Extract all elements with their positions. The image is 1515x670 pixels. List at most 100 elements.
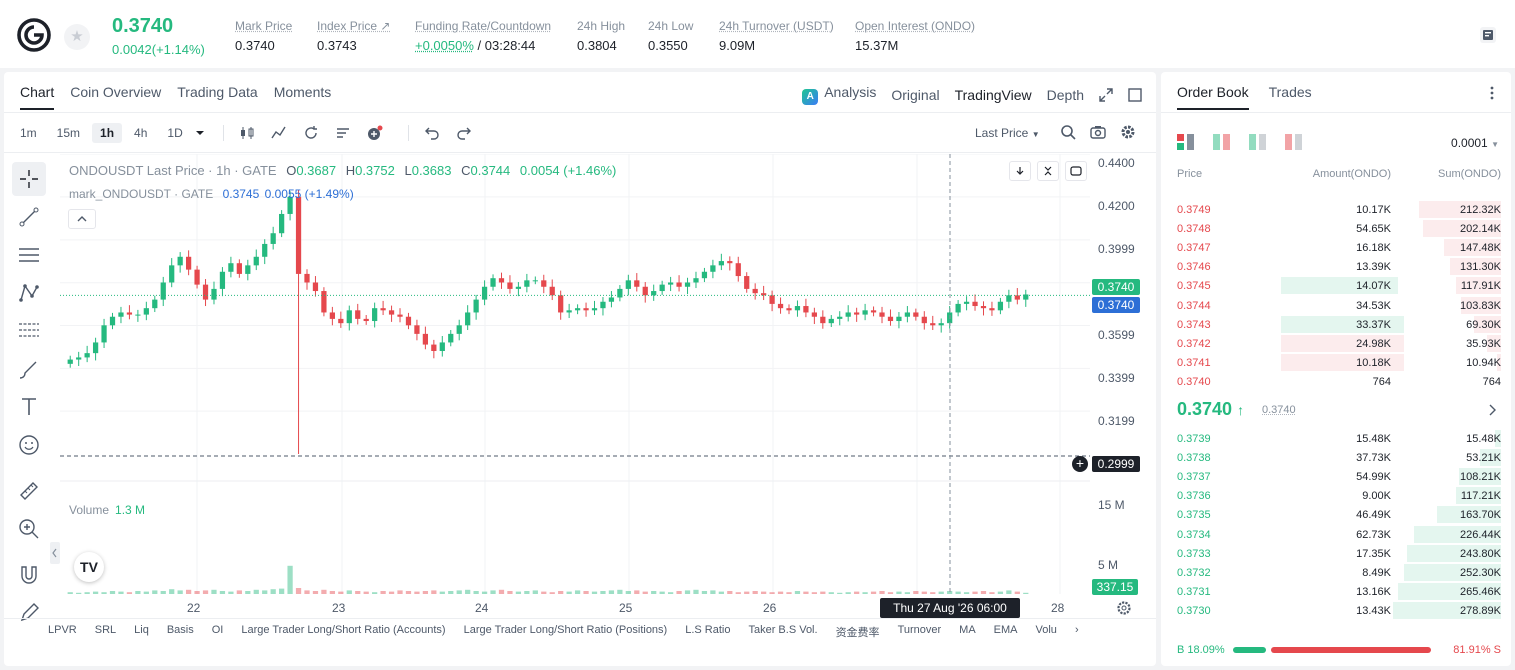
indicators-icon[interactable] bbox=[268, 122, 290, 144]
indicator-ma[interactable]: MA bbox=[959, 624, 976, 636]
tab-order-book[interactable]: Order Book bbox=[1177, 84, 1249, 110]
search-icon[interactable] bbox=[1060, 124, 1076, 140]
chevron-right-icon[interactable] bbox=[1488, 404, 1496, 416]
indicator-lpvr[interactable]: LPVR bbox=[48, 624, 77, 636]
timeframe-1m[interactable]: 1m bbox=[20, 126, 37, 140]
bid-row[interactable]: 0.3731 13.16K 265.46K bbox=[1161, 582, 1511, 601]
emoji-tool-icon[interactable] bbox=[12, 428, 46, 462]
ask-row[interactable]: 0.3742 24.98K 35.93K bbox=[1161, 334, 1511, 353]
layout-split-icon[interactable] bbox=[1213, 134, 1231, 150]
contract-info-icon[interactable] bbox=[1478, 25, 1498, 45]
precision-select[interactable]: 0.0001 ▼ bbox=[1451, 136, 1499, 150]
ruler-tool-icon[interactable] bbox=[12, 474, 46, 508]
ask-row[interactable]: 0.3744 34.53K 103.83K bbox=[1161, 296, 1511, 315]
row-price: 0.3732 bbox=[1177, 566, 1211, 579]
ask-row[interactable]: 0.3743 33.37K 69.30K bbox=[1161, 315, 1511, 334]
ask-row[interactable]: 0.3748 54.65K 202.14K bbox=[1161, 219, 1511, 238]
magnet-tool-icon[interactable] bbox=[12, 558, 46, 592]
view-depth[interactable]: Depth bbox=[1046, 86, 1084, 103]
tab-trades[interactable]: Trades bbox=[1268, 84, 1312, 100]
timeframe-15m[interactable]: 15m bbox=[56, 126, 81, 140]
collapse-legend-button[interactable] bbox=[68, 209, 96, 229]
redo-icon[interactable] bbox=[453, 122, 475, 144]
horizontal-lines-tool-icon[interactable] bbox=[12, 238, 46, 272]
bid-row[interactable]: 0.3736 9.00K 117.21K bbox=[1161, 486, 1511, 505]
bid-row[interactable]: 0.3738 37.73K 53.21K bbox=[1161, 448, 1511, 467]
undo-icon[interactable] bbox=[421, 122, 443, 144]
favorite-star-icon[interactable]: ★ bbox=[64, 24, 90, 50]
crosshair-tool-icon[interactable] bbox=[12, 162, 46, 196]
tab-coin-overview[interactable]: Coin Overview bbox=[70, 84, 162, 100]
timeframe-dropdown-icon[interactable] bbox=[195, 129, 205, 137]
gear-icon[interactable] bbox=[1120, 124, 1136, 140]
templates-icon[interactable] bbox=[332, 122, 354, 144]
collapse-arrows-icon[interactable] bbox=[1037, 161, 1059, 181]
ask-row[interactable]: 0.3747 16.18K 147.48K bbox=[1161, 238, 1511, 257]
tab-chart[interactable]: Chart bbox=[20, 84, 55, 110]
timeframe-1d[interactable]: 1D bbox=[167, 126, 183, 140]
chevron-down-icon: ▼ bbox=[1491, 140, 1499, 149]
layout-asks-icon[interactable] bbox=[1285, 134, 1303, 150]
indicator-oi[interactable]: OI bbox=[211, 624, 224, 636]
add-alert-icon[interactable] bbox=[364, 122, 386, 144]
gate-logo-icon[interactable] bbox=[16, 17, 52, 53]
view-original[interactable]: Original bbox=[891, 86, 940, 103]
layout-both-icon[interactable] bbox=[1177, 134, 1195, 150]
bid-row[interactable]: 0.3730 13.43K 278.89K bbox=[1161, 601, 1511, 620]
indicator-srl[interactable]: SRL bbox=[94, 624, 117, 636]
edit-tool-icon[interactable] bbox=[12, 596, 46, 630]
indicator-funding-rate[interactable]: 资金费率 bbox=[835, 627, 880, 639]
chevron-right-icon[interactable]: › bbox=[1074, 624, 1079, 636]
timeframe-1h[interactable]: 1h bbox=[92, 123, 123, 143]
camera-icon[interactable] bbox=[1090, 124, 1106, 140]
ask-row[interactable]: 0.3749 10.17K 212.32K bbox=[1161, 200, 1511, 219]
indicator-liq[interactable]: Liq bbox=[134, 624, 149, 636]
ask-row[interactable]: 0.3740 764 764 bbox=[1161, 372, 1511, 391]
axis-settings-icon[interactable] bbox=[1116, 600, 1132, 616]
pattern-tool-icon[interactable] bbox=[12, 276, 46, 310]
fullscreen-icon[interactable] bbox=[1099, 87, 1113, 102]
indicator-turnover[interactable]: Turnover bbox=[897, 624, 942, 636]
candle-body bbox=[236, 263, 242, 274]
replay-icon[interactable] bbox=[300, 122, 322, 144]
ask-row[interactable]: 0.3741 10.18K 10.94K bbox=[1161, 353, 1511, 372]
indicator-ls-ratio[interactable]: L.S Ratio bbox=[685, 624, 731, 636]
indicator-ema[interactable]: EMA bbox=[993, 624, 1018, 636]
price-source-select[interactable]: Last Price ▼ bbox=[975, 126, 1040, 140]
indicator-lt-accounts[interactable]: Large Trader Long/Short Ratio (Accounts) bbox=[241, 624, 446, 636]
add-price-line-icon[interactable]: + bbox=[1072, 456, 1088, 472]
maximize-chart-icon[interactable] bbox=[1065, 161, 1087, 181]
view-analysis[interactable]: A Analysis bbox=[802, 84, 876, 105]
tab-trading-data[interactable]: Trading Data bbox=[177, 84, 258, 100]
text-tool-icon[interactable] bbox=[12, 390, 46, 424]
trend-line-tool-icon[interactable] bbox=[12, 200, 46, 234]
scroll-down-icon[interactable] bbox=[1009, 161, 1031, 181]
bid-row[interactable]: 0.3735 46.49K 163.70K bbox=[1161, 505, 1511, 524]
window-icon[interactable] bbox=[1128, 87, 1142, 102]
view-tradingview[interactable]: TradingView bbox=[954, 86, 1032, 103]
indicator-basis[interactable]: Basis bbox=[166, 624, 194, 636]
tab-moments[interactable]: Moments bbox=[273, 84, 332, 100]
indicator-lt-positions[interactable]: Large Trader Long/Short Ratio (Positions… bbox=[463, 624, 668, 636]
bid-row[interactable]: 0.3733 17.35K 243.80K bbox=[1161, 544, 1511, 563]
indicator-taker-vol[interactable]: Taker B.S Vol. bbox=[748, 624, 818, 636]
timeframe-4h[interactable]: 4h bbox=[134, 126, 148, 140]
tradingview-logo-icon[interactable]: TV bbox=[74, 552, 104, 582]
bid-row[interactable]: 0.3739 15.48K 15.48K bbox=[1161, 429, 1511, 448]
more-vertical-icon[interactable] bbox=[1489, 85, 1495, 101]
zoom-in-tool-icon[interactable] bbox=[12, 512, 46, 546]
candle-type-icon[interactable] bbox=[236, 122, 258, 144]
fib-tool-icon[interactable] bbox=[12, 314, 46, 348]
bid-row[interactable]: 0.3737 54.99K 108.21K bbox=[1161, 467, 1511, 486]
bid-row[interactable]: 0.3732 8.49K 252.30K bbox=[1161, 563, 1511, 582]
stat-index-price[interactable]: Index Price ↗ 0.3743 bbox=[317, 19, 391, 53]
bid-row[interactable]: 0.3734 62.73K 226.44K bbox=[1161, 525, 1511, 544]
brush-tool-icon[interactable] bbox=[12, 352, 46, 386]
ask-row[interactable]: 0.3746 13.39K 131.30K bbox=[1161, 257, 1511, 276]
price-chart[interactable] bbox=[60, 154, 1090, 604]
mid-price[interactable]: 0.3740 ↑ bbox=[1177, 399, 1245, 419]
chevron-left-icon[interactable] bbox=[50, 542, 60, 564]
indicator-volume[interactable]: Volu bbox=[1035, 624, 1057, 636]
ask-row[interactable]: 0.3745 14.07K 117.91K bbox=[1161, 276, 1511, 295]
layout-bids-icon[interactable] bbox=[1249, 134, 1267, 150]
